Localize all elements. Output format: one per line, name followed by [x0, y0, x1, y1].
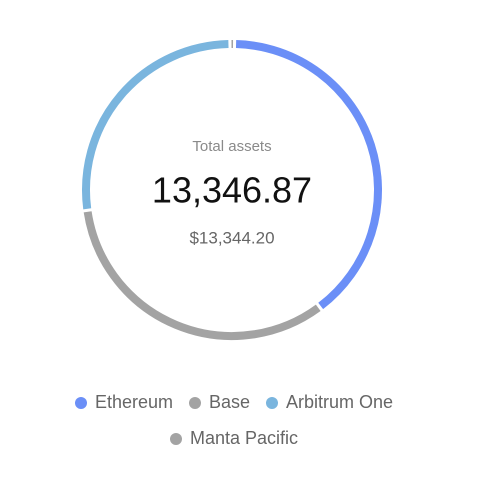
- legend-marker: [169, 432, 182, 445]
- legend-item: Manta Pacific: [169, 428, 299, 449]
- center-value: 13,346.87: [152, 170, 312, 211]
- legend-item: Base: [188, 392, 251, 413]
- legend-item: Ethereum: [74, 392, 173, 413]
- donut-segment: [82, 40, 229, 210]
- legend-label: Manta Pacific: [189, 428, 299, 448]
- legend-label: Base: [208, 392, 251, 412]
- donut-segment: [83, 211, 321, 340]
- legend-label: Arbitrum One: [286, 392, 394, 412]
- legend-marker: [188, 396, 201, 409]
- legend-item: Arbitrum One: [266, 392, 393, 413]
- legend-marker: [74, 396, 87, 409]
- center-label: Total assets: [192, 138, 271, 155]
- center-subvalue: $13,344.20: [189, 228, 274, 247]
- donut-segment: [235, 40, 382, 310]
- legend-label: Ethereum: [94, 392, 173, 412]
- chart: Total assets 13,346.87 $13,344.20: [82, 40, 382, 340]
- legend-marker: [266, 396, 279, 409]
- legend: Ethereum Base Arbitrum One Manta Pacific: [34, 392, 434, 449]
